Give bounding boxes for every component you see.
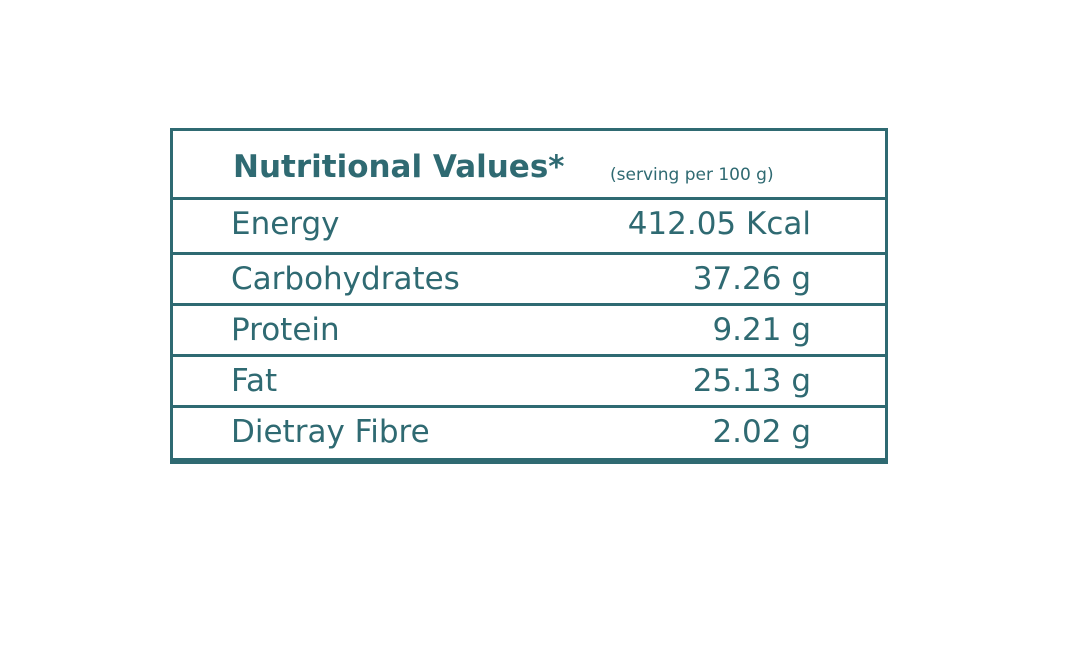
table-row: Dietray Fibre 2.02 g [173,408,885,458]
table-row: Carbohydrates 37.26 g [173,255,885,306]
nutrient-value: 9.21 g [712,312,811,348]
nutrient-value: 37.26 g [692,261,811,297]
nutrient-value: 2.02 g [712,414,811,450]
table-header: Nutritional Values* (serving per 100 g) [173,131,885,200]
nutrient-name: Dietray Fibre [231,414,430,450]
table-row: Protein 9.21 g [173,306,885,357]
nutrient-name: Fat [231,363,278,399]
table-row: Energy 412.05 Kcal [173,200,885,255]
nutrient-name: Carbohydrates [231,261,460,297]
nutrition-table: Nutritional Values* (serving per 100 g) … [170,128,888,464]
table-title: Nutritional Values* [233,149,565,185]
nutrient-name: Energy [231,206,340,242]
nutrient-value: 25.13 g [692,363,811,399]
table-subtitle: (serving per 100 g) [610,165,774,185]
nutrient-value: 412.05 Kcal [627,206,811,242]
nutrient-name: Protein [231,312,340,348]
table-row: Fat 25.13 g [173,357,885,408]
